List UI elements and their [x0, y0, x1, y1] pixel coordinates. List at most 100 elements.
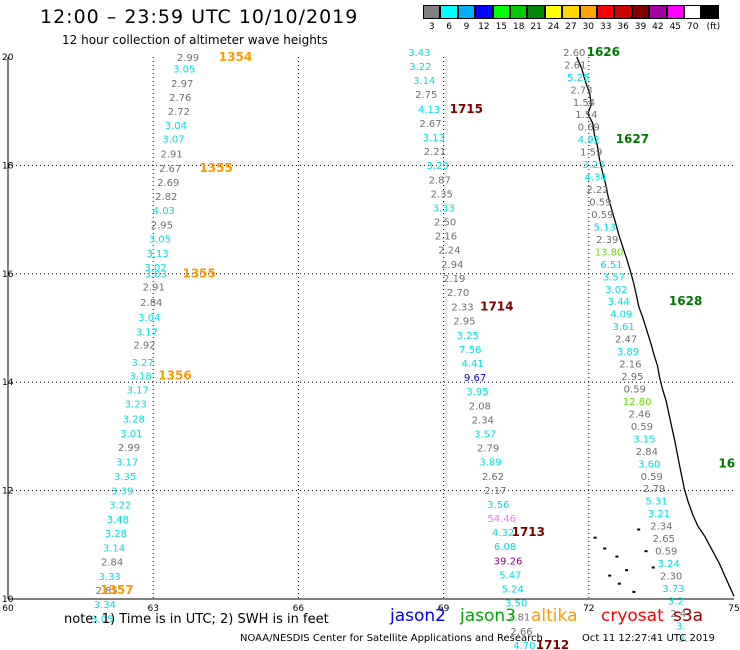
longitude-tick-label: 63	[147, 604, 158, 614]
wave-height-reading: 3.25	[457, 331, 479, 342]
pass-time-label: 1714	[480, 300, 513, 314]
wave-height-reading: 3.13	[146, 249, 168, 260]
island	[617, 582, 621, 585]
footer-note: note: 1) Time is in UTC; 2) SWH is in fe…	[64, 612, 329, 627]
wave-height-reading: 2.69	[157, 178, 179, 189]
wave-height-reading: 2.65	[653, 534, 675, 545]
pass-time-label: 1712	[536, 638, 569, 650]
wave-height-reading: 1.54	[575, 110, 597, 121]
wave-height-reading: 6.08	[494, 542, 516, 553]
wave-height-reading: 3.28	[123, 414, 145, 425]
wave-height-reading: 7.56	[459, 345, 481, 356]
legend-swatch	[492, 5, 510, 19]
wave-height-reading: 3.24	[658, 559, 680, 570]
wave-height-reading: 0.69	[578, 123, 600, 134]
wave-height-reading: 9.67	[464, 373, 486, 384]
wave-height-reading: 3.23	[125, 400, 147, 411]
wave-height-reading: 3.22	[409, 62, 431, 73]
wave-height-reading: 3.	[676, 621, 686, 632]
wave-height-reading: 2.85	[96, 586, 118, 597]
wave-height-reading: 2.91	[160, 149, 182, 160]
wave-height-reading: 3.61	[612, 322, 634, 333]
wave-height-reading: 2.82	[155, 192, 177, 203]
pass-time-label: 1357	[100, 583, 133, 597]
wave-height-reading: 3.33	[98, 572, 120, 583]
wave-height-reading: 4.13	[418, 105, 440, 116]
wave-height-reading: 2.75	[415, 90, 437, 101]
wave-height-reading: 3.39	[111, 486, 133, 497]
wave-height-reading: 5.31	[645, 497, 667, 508]
island	[608, 574, 612, 577]
wave-height-reading: 3.04	[138, 313, 160, 324]
wave-height-reading: 2.95	[621, 372, 643, 383]
longitude-tick-label: 72	[583, 604, 594, 614]
wave-height-reading: 4.70	[513, 641, 535, 650]
legend-swatch	[527, 5, 545, 19]
legend-label: 21	[530, 22, 542, 32]
wave-height-reading: 3.05	[149, 234, 171, 245]
wave-height-reading: 2.72	[168, 107, 190, 118]
wave-height-reading: 0.59	[591, 210, 613, 221]
wave-height-reading: 3.44	[608, 297, 630, 308]
wave-height-reading: 2.76	[169, 93, 191, 104]
island	[651, 566, 655, 569]
wave-height-reading: 3.28	[105, 529, 127, 540]
pass-time-label: 1355	[199, 161, 232, 175]
wave-height-reading: 2.4	[670, 609, 686, 620]
legend-swatch	[440, 5, 458, 19]
island	[603, 547, 607, 550]
pass-time-label: 1355	[182, 267, 215, 281]
wave-height-reading: 3.03	[144, 270, 166, 281]
coastline	[576, 56, 735, 597]
legend-label: 3	[428, 22, 435, 32]
legend-swatch	[649, 5, 667, 19]
legend-label: 70	[686, 22, 699, 32]
legend-swatch	[510, 5, 528, 19]
wave-height-reading: 2.34	[650, 522, 672, 533]
wave-height-reading: 2.34	[472, 415, 494, 426]
latitude-tick-label: 14	[2, 378, 14, 388]
wave-height-reading: 3.43	[408, 48, 430, 59]
wave-height-reading: 2.87	[429, 175, 451, 186]
wave-height-reading: 2.84	[140, 298, 162, 309]
satellite-jason3: jason3	[460, 606, 516, 626]
wave-height-reading: 3.57	[603, 272, 625, 283]
legend-label: 9	[463, 22, 470, 32]
wave-height-reading: 3.73	[662, 584, 684, 595]
wave-height-reading: 3.15	[633, 434, 655, 445]
legend-swatch	[701, 5, 719, 19]
wave-height-reading: 3.	[678, 634, 688, 645]
wave-height-reading: 2.84	[101, 557, 123, 568]
credit-line: NOAA/NESDIS Center for Satellite Applica…	[240, 633, 543, 644]
wave-height-reading: 3.27	[131, 358, 153, 369]
longitude-tick-label: 66	[293, 604, 305, 614]
island	[615, 555, 619, 558]
wave-height-reading: 3.02	[144, 263, 166, 274]
legend-label: 27	[565, 22, 577, 32]
legend-label: 12	[478, 22, 490, 32]
wave-height-reading: 2.94	[441, 260, 463, 271]
wave-height-reading: 3.56	[487, 500, 509, 511]
wave-height-reading: 2.19	[443, 274, 465, 285]
wave-height-reading: 4.92	[578, 135, 600, 146]
wave-height-reading: 3.14	[413, 76, 435, 87]
legend-swatch	[614, 5, 632, 19]
wave-height-reading: 2.81	[508, 613, 530, 624]
wave-height-reading: 2.79	[643, 484, 665, 495]
legend-swatch	[423, 5, 441, 19]
wave-height-reading: 5.25	[567, 73, 589, 84]
wave-height-reading: 2.30	[660, 572, 682, 583]
pass-time-label: 1356	[158, 369, 191, 383]
wave-height-reading: 3.2	[668, 596, 684, 607]
wave-height-reading: 3.34	[94, 600, 116, 611]
wave-height-reading: 2.50	[434, 218, 456, 229]
wave-height-reading: 2.21	[424, 147, 446, 158]
wave-height-reading: 3.50	[505, 599, 527, 610]
wave-height-reading: 5.47	[499, 570, 521, 581]
wave-height-reading: 1.54	[573, 98, 595, 109]
wave-height-reading: 4.41	[461, 359, 483, 370]
wave-height-reading: 6.51	[600, 260, 622, 271]
legend-label: 18	[512, 22, 525, 32]
pass-time-label: 1627	[616, 132, 649, 146]
